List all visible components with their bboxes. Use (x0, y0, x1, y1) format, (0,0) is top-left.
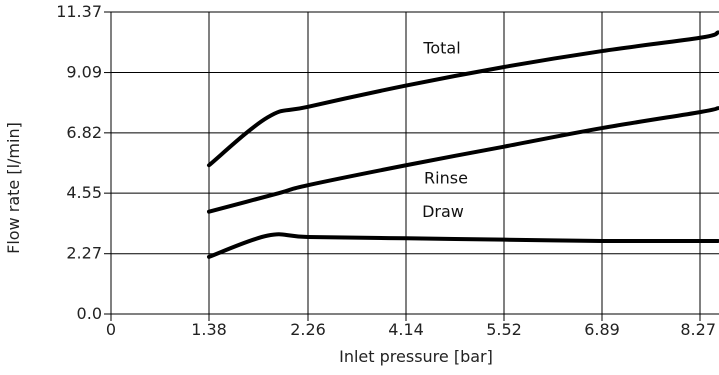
series-label-draw: Draw (422, 202, 464, 221)
series-line-total (207, 30, 719, 168)
x-tick-label: 1.38 (191, 320, 227, 339)
y-tick-label: 9.09 (66, 63, 102, 82)
x-tick-label: 8.27 (680, 320, 716, 339)
x-tick-label: 6.89 (584, 320, 620, 339)
x-tick-label: 0 (106, 320, 116, 339)
series-line-draw (207, 232, 719, 259)
x-axis-title: Inlet pressure [bar] (339, 347, 493, 366)
series-label-total: Total (422, 39, 460, 58)
grid (104, 11, 719, 321)
series-line-rinse (207, 106, 719, 214)
series-lines (207, 30, 719, 259)
series-labels: Total Rinse Draw (422, 39, 468, 221)
x-tick-label: 4.14 (388, 320, 424, 339)
y-tick-label: 2.27 (66, 244, 102, 263)
x-tick-label: 2.26 (290, 320, 326, 339)
x-tick-label: 5.52 (486, 320, 522, 339)
y-tick-label: 4.55 (66, 183, 102, 202)
y-tick-label: 0.0 (77, 304, 102, 323)
tick-labels: 0.0 2.27 4.55 6.82 9.09 11.37 0 1.38 2.26 4.14 5.5… (56, 2, 716, 339)
y-axis-title: Flow rate [l/min] (4, 122, 23, 254)
y-tick-label: 6.82 (66, 123, 102, 142)
y-tick-label: 11.37 (56, 2, 102, 21)
series-label-rinse: Rinse (424, 169, 468, 188)
